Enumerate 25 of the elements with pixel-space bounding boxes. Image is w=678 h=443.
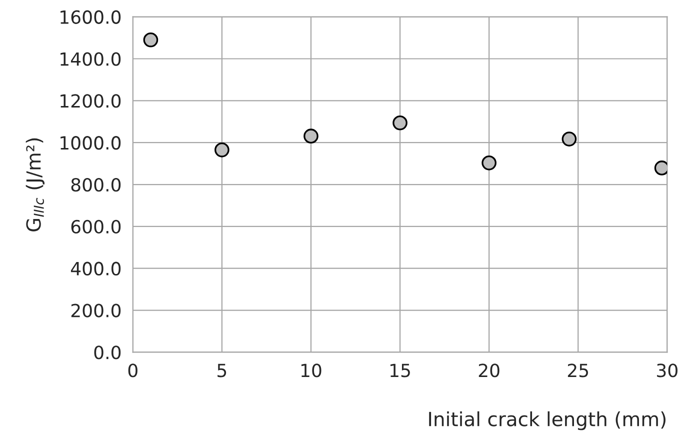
- x-tick-label: 25: [568, 364, 588, 378]
- y-tick-label: 400.0: [70, 262, 121, 276]
- point: [214, 142, 230, 158]
- x-tick-label: 0: [128, 364, 138, 378]
- point: [562, 132, 577, 146]
- y-axis-title: G$_{IIIc}$ (J/m²): [26, 138, 44, 232]
- y-tick-label: 0.0: [94, 346, 121, 360]
- x-axis-title: Initial crack length (mm): [429, 411, 666, 430]
- x-tick-label: 10: [301, 364, 322, 378]
- x-tick-label: 15: [390, 364, 410, 378]
- y-tick-label: 1400.0: [60, 52, 121, 66]
- y-tick-label: 1600.0: [60, 10, 121, 24]
- x-tick-label: 30: [657, 364, 678, 378]
- y-tick-label: 600.0: [71, 220, 121, 234]
- y-tick-label: 1000.0: [60, 136, 121, 150]
- x-tick-label: 5: [218, 364, 226, 378]
- point: [654, 160, 668, 176]
- y-tick-label: 1200.0: [60, 94, 121, 108]
- point: [304, 128, 318, 144]
- point: [392, 115, 408, 130]
- point: [482, 156, 496, 170]
- point: [143, 32, 158, 48]
- x-tick-label: 20: [478, 364, 500, 378]
- y-tick-label: 200.0: [71, 304, 121, 318]
- y-tick-label: 800.0: [71, 178, 121, 192]
